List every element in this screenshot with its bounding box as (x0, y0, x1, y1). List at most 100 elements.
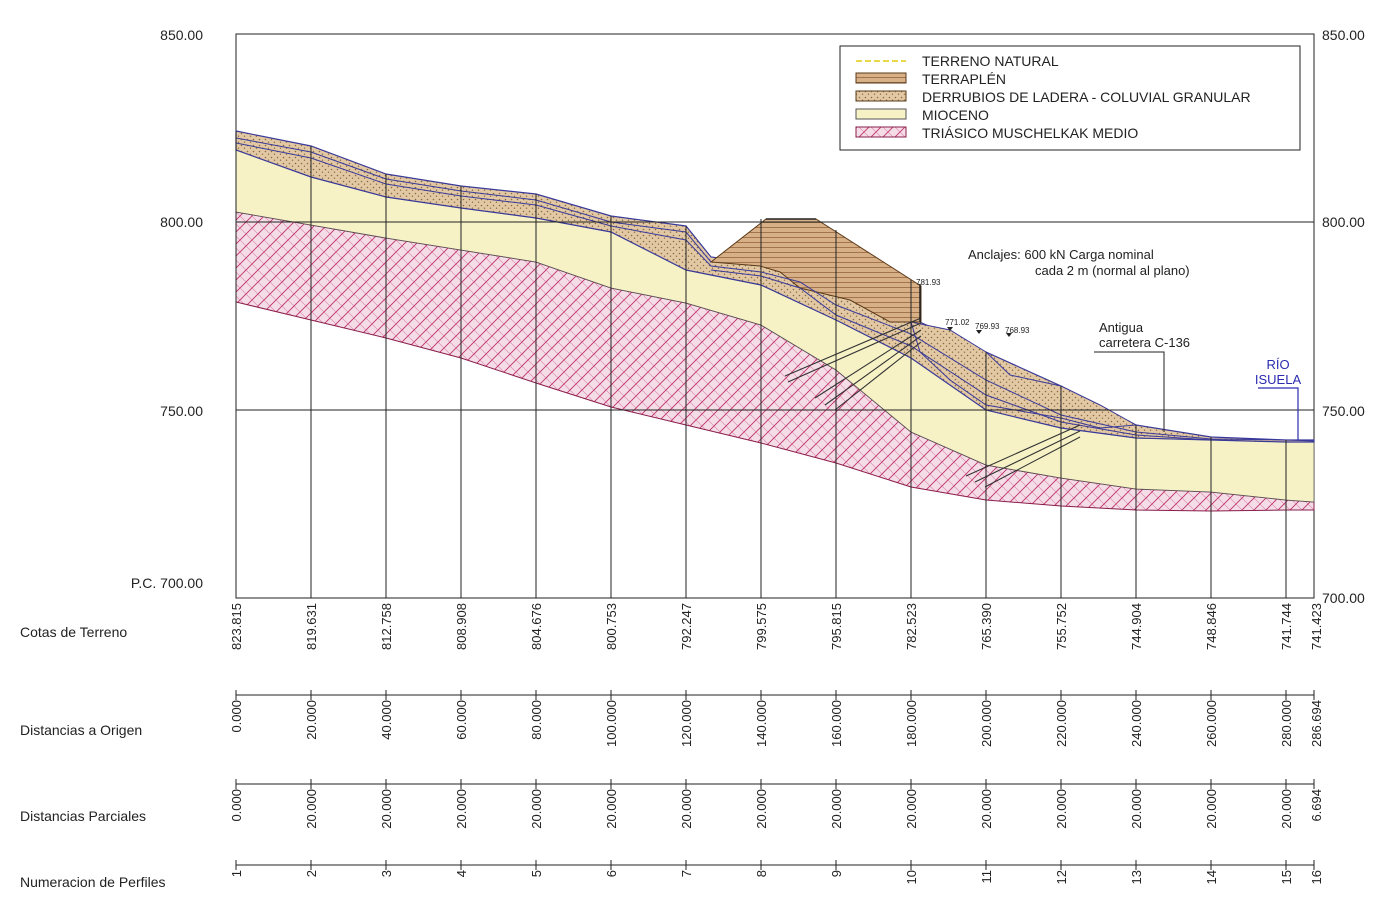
perfil-value: 10 (904, 870, 919, 884)
perfil-value: 13 (1129, 870, 1144, 884)
legend-swatch-mioceno (855, 108, 907, 120)
right-axis-label-750: 750.00 (1322, 403, 1365, 419)
anchors (784, 317, 1081, 488)
legend-label-terreno: TERRENO NATURAL (922, 53, 1059, 69)
dist-origen-value: 280.000 (1279, 700, 1294, 747)
legend-label-terraplen: TERRAPLÉN (922, 71, 1006, 87)
embankment-top-marker (766, 218, 921, 322)
cota-value: 744.904 (1129, 603, 1144, 650)
elevation-label-d: 768.93 (1005, 326, 1030, 335)
dist-origen-value: 20.000 (304, 700, 319, 740)
dist-parcial-value: 20.000 (979, 789, 994, 829)
dist-parcial-value: 0.000 (229, 789, 244, 822)
perfil-value: 8 (754, 870, 769, 877)
carretera-note-line1: Antigua (1099, 320, 1144, 335)
cota-value: 741.423 (1309, 603, 1324, 650)
dist-parcial-value: 6.694 (1309, 789, 1324, 822)
dist-parcial-value: 20.000 (679, 789, 694, 829)
dist-origen-values: 0.000 20.000 40.000 60.000 80.000 100.000 120.… (229, 690, 1324, 747)
cota-value: 782.523 (904, 603, 919, 650)
perfiles-values: 1 2 3 4 5 6 7 8 9 10 11 12 13 14 15 16 (229, 860, 1324, 884)
right-axis-label-850: 850.00 (1322, 27, 1365, 43)
perfil-value: 14 (1204, 870, 1219, 884)
rio-label-line2: ISUELA (1255, 372, 1302, 387)
dist-origen-value: 40.000 (379, 700, 394, 740)
elevation-markers (947, 327, 1012, 337)
elevation-label-c: 769.93 (975, 322, 1000, 331)
dist-parcial-value: 20.000 (904, 789, 919, 829)
anclajes-note-line2: cada 2 m (normal al plano) (1035, 263, 1190, 278)
anclajes-note-line1: Anclajes: 600 kN Carga nominal (968, 247, 1154, 262)
rio-label-line1: RÍO (1266, 357, 1289, 372)
dist-parcial-value: 20.000 (529, 789, 544, 829)
carretera-note-line2: carretera C-136 (1099, 335, 1190, 350)
station-lines (235, 131, 1287, 598)
cotas-values: 823.815 819.631 812.758 808.908 804.676 800.7… (229, 603, 1324, 650)
dist-origen-value: 160.000 (829, 700, 844, 747)
legend-swatch-triasico (855, 126, 907, 138)
perfil-value: 9 (829, 870, 844, 877)
dist-origen-value: 220.000 (1054, 700, 1069, 747)
left-axis-label-750: 750.00 (160, 403, 203, 419)
cota-value: 795.815 (829, 603, 844, 650)
legend-swatch-terraplen (855, 72, 907, 84)
elevation-label-b: 771.02 (945, 318, 970, 327)
cota-value: 823.815 (229, 603, 244, 650)
cota-value: 808.908 (454, 603, 469, 650)
dist-origen-value: 120.000 (679, 700, 694, 747)
dist-parcial-value: 20.000 (1129, 789, 1144, 829)
perfil-value: 7 (679, 870, 694, 877)
cota-value: 765.390 (979, 603, 994, 650)
row-label-perfiles: Numeracion de Perfiles (20, 874, 166, 890)
left-axis-label-800: 800.00 (160, 214, 203, 230)
table-axis-lines (236, 694, 1314, 866)
dist-parcial-value: 20.000 (1204, 789, 1219, 829)
cota-value: 748.846 (1204, 603, 1219, 650)
cota-value: 812.758 (379, 603, 394, 650)
row-label-cotas: Cotas de Terreno (20, 624, 127, 640)
dist-origen-value: 60.000 (454, 700, 469, 740)
dist-parcial-value: 20.000 (754, 789, 769, 829)
rio-marker (1258, 387, 1299, 440)
perfil-value: 4 (454, 870, 469, 877)
right-axis-label-800: 800.00 (1322, 214, 1365, 230)
dist-origen-value: 140.000 (754, 700, 769, 747)
dist-origen-value: 286.694 (1309, 700, 1324, 747)
perfil-value: 2 (304, 870, 319, 877)
legend-box (839, 45, 1301, 151)
legend-label-mioceno: MIOCENO (922, 107, 989, 123)
cota-value: 741.744 (1279, 603, 1294, 650)
elevation-label-a: 781.93 (916, 278, 941, 287)
dist-origen-value: 100.000 (604, 700, 619, 747)
cota-value: 804.676 (529, 603, 544, 650)
dist-parcial-value: 20.000 (379, 789, 394, 829)
dist-parciales-values: 0.000 20.000 20.000 20.000 20.000 20.000 20.00… (229, 779, 1324, 829)
perfil-value: 3 (379, 870, 394, 877)
dist-parcial-value: 20.000 (304, 789, 319, 829)
dist-origen-value: 200.000 (979, 700, 994, 747)
dist-parcial-value: 20.000 (1279, 789, 1294, 829)
left-axis-label-700: P.C. 700.00 (131, 575, 203, 591)
dist-origen-value: 260.000 (1204, 700, 1219, 747)
row-label-dist-origen: Distancias a Origen (20, 722, 142, 738)
perfil-value: 16 (1309, 870, 1324, 884)
left-axis-label-850: 850.00 (160, 27, 203, 43)
dist-parcial-value: 20.000 (1054, 789, 1069, 829)
row-label-dist-parciales: Distancias Parciales (20, 808, 146, 824)
cota-value: 755.752 (1054, 603, 1069, 650)
legend-label-triasico: TRIÁSICO MUSCHELKAK MEDIO (922, 125, 1138, 141)
perfil-value: 1 (229, 870, 244, 877)
carretera-marker (1094, 351, 1165, 432)
elevation-gridlines (236, 221, 1314, 411)
perfil-value: 12 (1054, 870, 1069, 884)
right-axis-label-700: 700.00 (1322, 590, 1365, 606)
dist-origen-value: 80.000 (529, 700, 544, 740)
dist-origen-value: 180.000 (904, 700, 919, 747)
dist-origen-value: 240.000 (1129, 700, 1144, 747)
cota-value: 800.753 (604, 603, 619, 650)
dist-parcial-value: 20.000 (454, 789, 469, 829)
legend-swatch-derrubios (855, 90, 907, 102)
dist-parcial-value: 20.000 (604, 789, 619, 829)
dist-parcial-value: 20.000 (829, 789, 844, 829)
perfil-value: 15 (1279, 870, 1294, 884)
